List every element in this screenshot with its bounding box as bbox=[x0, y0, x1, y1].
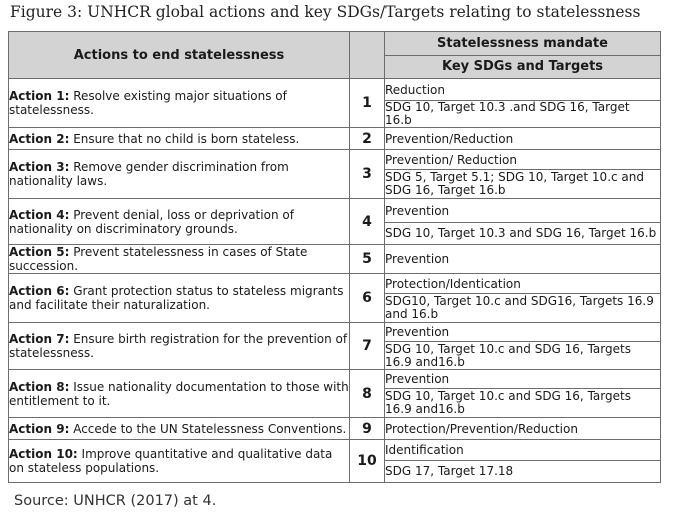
action-label: Action 10: bbox=[9, 447, 78, 461]
targets-cell: SDG 5, Target 5.1; SDG 10, Target 10.c a… bbox=[384, 169, 661, 199]
mandate-cell: Reduction bbox=[384, 78, 661, 101]
mandate-cell: Prevention bbox=[384, 198, 661, 223]
table-row: Action 1: Resolve existing major situati… bbox=[8, 78, 661, 128]
table-row: Action 6: Grant protection status to sta… bbox=[8, 273, 661, 323]
action-label: Action 9: bbox=[9, 421, 70, 436]
table-row: Action 3: Remove gender discrimination f… bbox=[8, 149, 661, 199]
mandate-cell: Prevention bbox=[384, 369, 661, 389]
action-cell: Action 9: Accede to the UN Statelessness… bbox=[8, 417, 350, 440]
action-number: 7 bbox=[349, 322, 385, 370]
action-cell: Action 7: Ensure birth registration for … bbox=[8, 322, 350, 370]
figure-title: Figure 3: UNHCR global actions and key S… bbox=[10, 3, 641, 21]
action-cell: Action 1: Resolve existing major situati… bbox=[8, 78, 350, 128]
mandate-cell: Prevention bbox=[384, 322, 661, 342]
action-text: Ensure birth registration for the preven… bbox=[9, 332, 348, 360]
action-cell: Action 5: Prevent statelessness in cases… bbox=[8, 244, 350, 274]
action-label: Action 4: bbox=[9, 207, 70, 222]
mandate-cell: Protection/Identication bbox=[384, 273, 661, 294]
action-cell: Action 4: Prevent denial, loss or depriv… bbox=[8, 198, 350, 245]
action-number: 10 bbox=[349, 439, 385, 483]
action-number: 3 bbox=[349, 149, 385, 199]
mandate-cell: Prevention bbox=[384, 244, 661, 274]
targets-cell: SDG 10, Target 10.3 and SDG 16, Target 1… bbox=[384, 222, 661, 245]
table-row: Action 2: Ensure that no child is born s… bbox=[8, 127, 661, 150]
header-sdgs: Key SDGs and Targets bbox=[384, 54, 661, 79]
mandate-cell: Protection/Prevention/Reduction bbox=[384, 417, 661, 440]
action-label: Action 8: bbox=[9, 379, 70, 394]
action-number: 6 bbox=[349, 273, 385, 323]
action-text: Accede to the UN Statelessness Conventio… bbox=[69, 421, 347, 436]
action-text: Improve quantitative and qualitative dat… bbox=[9, 447, 333, 475]
action-label: Action 2: bbox=[9, 131, 70, 146]
action-cell: Action 8: Issue nationality documentatio… bbox=[8, 369, 350, 418]
action-number: 9 bbox=[349, 417, 385, 440]
action-cell: Action 6: Grant protection status to sta… bbox=[8, 273, 350, 323]
action-label: Action 7: bbox=[9, 332, 70, 346]
action-label: Action 3: bbox=[9, 160, 70, 174]
table-row: Action 7: Ensure birth registration for … bbox=[8, 322, 661, 370]
action-text: Remove gender discrimination from nation… bbox=[9, 160, 289, 188]
header-number bbox=[349, 31, 385, 79]
action-cell: Action 3: Remove gender discrimination f… bbox=[8, 149, 350, 199]
mandate-cell: Prevention/ Reduction bbox=[384, 149, 661, 170]
mandate-cell: Prevention/Reduction bbox=[384, 127, 661, 150]
action-number: 5 bbox=[349, 244, 385, 274]
mandate-cell: Identification bbox=[384, 439, 661, 461]
action-number: 8 bbox=[349, 369, 385, 418]
targets-cell: SDG10, Target 10.c and SDG16, Targets 16… bbox=[384, 293, 661, 323]
table-row: Action 5: Prevent statelessness in cases… bbox=[8, 244, 661, 274]
action-number: 4 bbox=[349, 198, 385, 245]
action-label: Action 5: bbox=[9, 245, 70, 260]
targets-cell: SDG 10, Target 10.3 .and SDG 16, Target … bbox=[384, 100, 661, 128]
header-actions: Actions to end statelessness bbox=[8, 31, 350, 79]
action-text: Prevent denial, loss or deprivation of n… bbox=[9, 207, 294, 236]
action-text: Grant protection status to stateless mig… bbox=[9, 284, 344, 312]
header-mandate: Statelessness mandate bbox=[384, 31, 661, 56]
action-text: Issue nationality documentation to those… bbox=[9, 379, 349, 408]
action-label: Action 1: bbox=[9, 89, 70, 103]
sdg-actions-table: Actions to end statelessness Statelessne… bbox=[8, 31, 661, 483]
action-text: Resolve existing major situations of sta… bbox=[9, 89, 287, 117]
table-row: Action 4: Prevent denial, loss or depriv… bbox=[8, 198, 661, 245]
action-text: Ensure that no child is born stateless. bbox=[69, 131, 300, 146]
action-number: 2 bbox=[349, 127, 385, 150]
action-cell: Action 2: Ensure that no child is born s… bbox=[8, 127, 350, 150]
table-row: Action 9: Accede to the UN Statelessness… bbox=[8, 417, 661, 440]
action-cell: Action 10: Improve quantitative and qual… bbox=[8, 439, 350, 483]
action-text: Prevent statelessness in cases of State … bbox=[9, 245, 308, 273]
targets-cell: SDG 17, Target 17.18 bbox=[384, 460, 661, 483]
source-note: Source: UNHCR (2017) at 4. bbox=[14, 493, 217, 509]
targets-cell: SDG 10, Target 10.c and SDG 16, Targets … bbox=[384, 388, 661, 418]
targets-cell: SDG 10, Target 10.c and SDG 16, Targets … bbox=[384, 341, 661, 370]
table-row: Action 10: Improve quantitative and qual… bbox=[8, 439, 661, 483]
action-number: 1 bbox=[349, 78, 385, 128]
table-row: Action 8: Issue nationality documentatio… bbox=[8, 369, 661, 418]
action-label: Action 6: bbox=[9, 284, 70, 298]
